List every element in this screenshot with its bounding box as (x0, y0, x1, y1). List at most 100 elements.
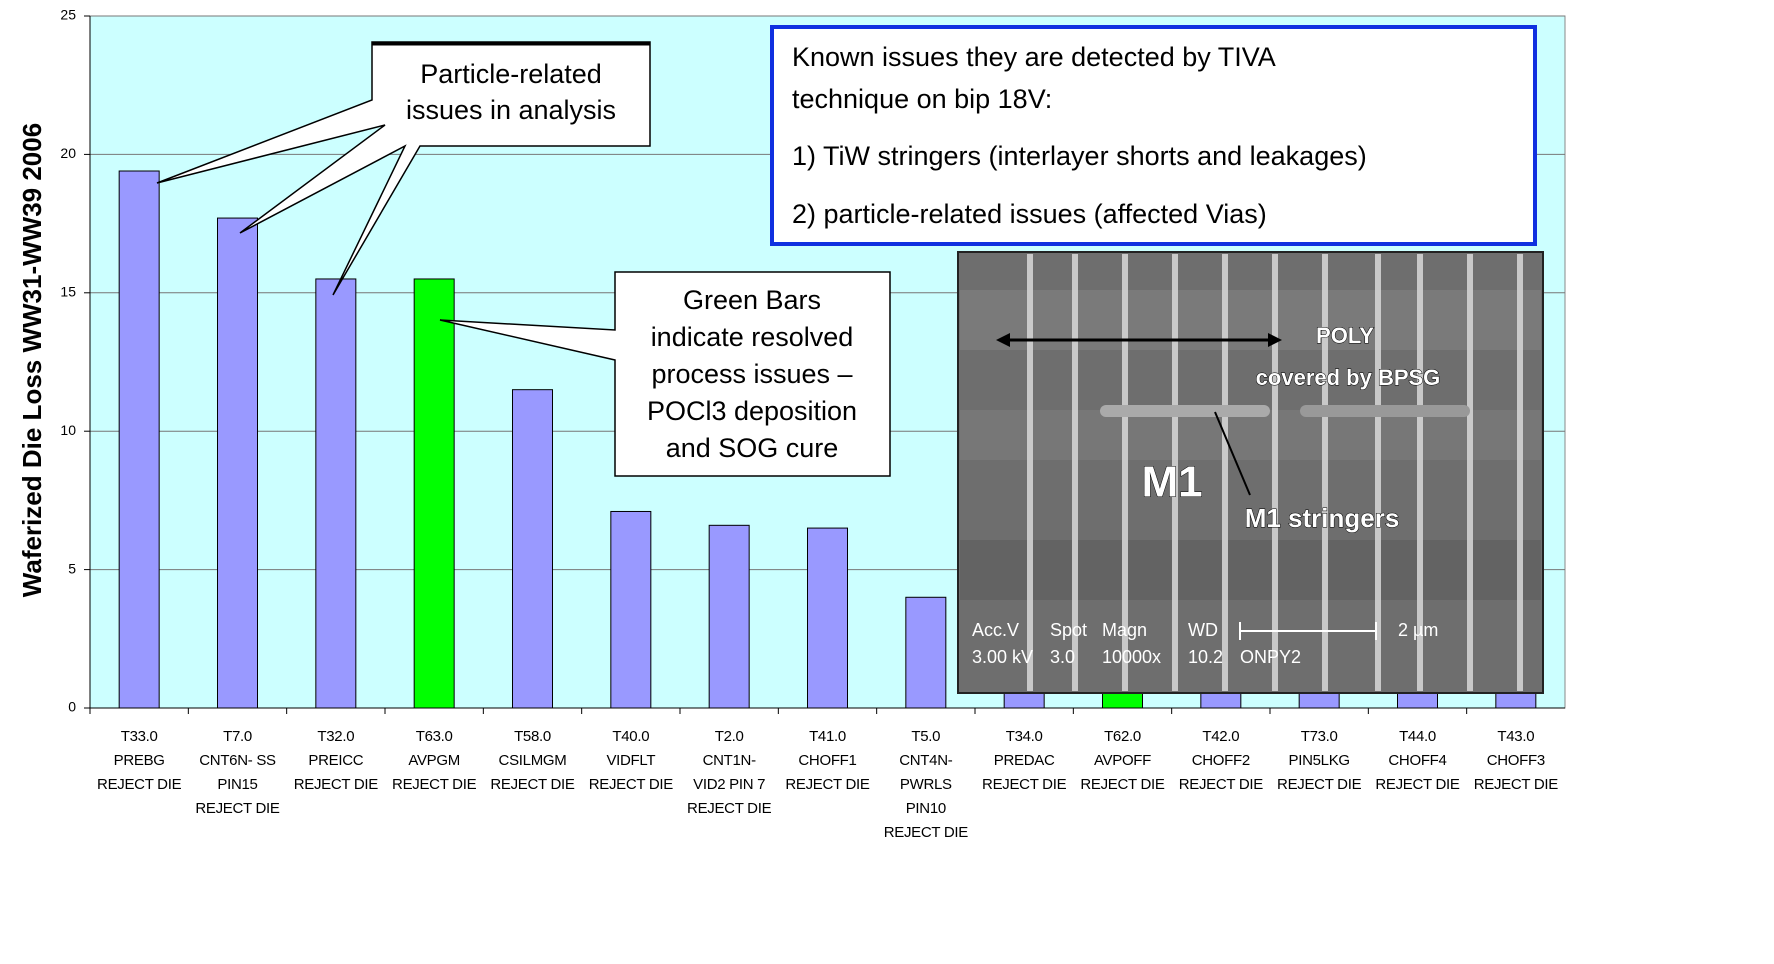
annotation: indicate resolved (651, 322, 854, 352)
annotation: issues in analysis (406, 95, 616, 125)
x-tick-label: PREICC (308, 752, 363, 769)
image-line (1322, 254, 1328, 691)
image-stringer (1100, 405, 1270, 417)
x-tick-label: PWRLS (900, 776, 952, 793)
image-label: M1 stringers (1245, 503, 1400, 533)
image-info: Acc.V (972, 620, 1019, 640)
x-tick-label: T40.0 (612, 728, 649, 745)
x-tick-label: REJECT DIE (785, 776, 870, 793)
image-line (1467, 254, 1473, 691)
x-tick-label: T5.0 (911, 728, 940, 745)
x-tick-label: REJECT DIE (1375, 776, 1460, 793)
image-line (1517, 254, 1523, 691)
annotation: Particle-related (420, 59, 602, 89)
x-tick-label: REJECT DIE (294, 776, 379, 793)
x-tick-label: T34.0 (1006, 728, 1043, 745)
image-info: WD (1188, 620, 1218, 640)
x-tick-label: T44.0 (1399, 728, 1436, 745)
annotation: 1) TiW stringers (interlayer shorts and … (792, 141, 1367, 171)
x-tick-label: CHOFF3 (1487, 752, 1545, 769)
image-band (960, 410, 1541, 460)
y-tick-label: 15 (60, 284, 76, 300)
x-tick-label: REJECT DIE (589, 776, 674, 793)
x-tick-label: CHOFF1 (798, 752, 856, 769)
sem-image: POLY covered by BPSG M1 M1 stringers Acc… (958, 252, 1543, 693)
annotation: process issues – (651, 359, 852, 389)
x-tick-label: PIN10 (906, 800, 946, 817)
image-band (960, 540, 1541, 600)
bar (119, 171, 159, 708)
x-tick-label: REJECT DIE (1080, 776, 1165, 793)
x-tick-label: T33.0 (121, 728, 158, 745)
bar (513, 390, 553, 708)
x-tick-label: VID2 PIN 7 (693, 776, 765, 793)
x-tick-label: T7.0 (223, 728, 252, 745)
image-info: 10000x (1102, 647, 1161, 667)
x-tick-label: PIN5LKG (1289, 752, 1350, 769)
y-tick-label: 10 (60, 422, 76, 438)
annotation: Green Bars (683, 285, 821, 315)
x-tick-label: REJECT DIE (687, 800, 772, 817)
x-tick-label: AVPGM (408, 752, 460, 769)
image-info: ONPY2 (1240, 647, 1301, 667)
image-line (1272, 254, 1278, 691)
image-info: 3.0 (1050, 647, 1075, 667)
x-tick-label: REJECT DIE (195, 800, 280, 817)
bar (611, 511, 651, 708)
x-tick-label: REJECT DIE (1277, 776, 1362, 793)
x-tick-label: REJECT DIE (490, 776, 575, 793)
x-tick-label: CSILMGM (499, 752, 567, 769)
y-tick-label: 0 (68, 699, 76, 715)
x-tick-label: CNT6N- SS (199, 752, 276, 769)
x-tick-label: CHOFF2 (1192, 752, 1250, 769)
x-tick-label: PREBG (114, 752, 165, 769)
chart: 0 5 10 15 20 25 Waferized Die Loss WW31-WW39 … (0, 0, 1774, 959)
bar (906, 597, 946, 708)
x-tick-label: VIDFLT (606, 752, 655, 769)
image-info: Spot (1050, 620, 1087, 640)
image-stringer (1300, 405, 1470, 417)
x-tick-label: AVPOFF (1094, 752, 1151, 769)
bar (808, 528, 848, 708)
x-tick-label: CNT4N- (899, 752, 953, 769)
x-tick-label: T2.0 (715, 728, 744, 745)
image-info: 10.2 (1188, 647, 1223, 667)
x-tick-label: REJECT DIE (884, 824, 969, 841)
y-tick-label: 25 (60, 7, 76, 23)
image-info: 2 µm (1398, 620, 1438, 640)
x-tick-label: T62.0 (1104, 728, 1141, 745)
y-axis-label: Waferized Die Loss WW31-WW39 2006 (17, 123, 47, 597)
annotation: 2) particle-related issues (affected Via… (792, 199, 1267, 229)
image-label: M1 (1141, 458, 1202, 507)
annotation: POCl3 deposition (647, 396, 857, 426)
x-tick-label: T32.0 (317, 728, 354, 745)
image-line (1027, 254, 1033, 691)
x-tick-label: CHOFF4 (1388, 752, 1446, 769)
x-tick-label: T58.0 (514, 728, 551, 745)
image-line (1222, 254, 1228, 691)
y-tick-label: 5 (68, 560, 76, 576)
image-label: POLY (1316, 323, 1374, 348)
x-tick-label: T43.0 (1497, 728, 1534, 745)
image-label: covered by BPSG (1256, 365, 1441, 390)
bar (709, 525, 749, 708)
y-tick-label: 20 (60, 145, 76, 161)
page: 0 5 10 15 20 25 Waferized Die Loss WW31-WW39 … (0, 0, 1774, 964)
bar (218, 218, 258, 708)
x-tick-label: PREDAC (994, 752, 1055, 769)
bar (414, 279, 454, 708)
bar (316, 279, 356, 708)
x-tick-label: REJECT DIE (982, 776, 1067, 793)
image-info: 3.00 kV (972, 647, 1033, 667)
x-tick-label: T73.0 (1301, 728, 1338, 745)
x-tick-label: T41.0 (809, 728, 846, 745)
annotation: and SOG cure (666, 433, 839, 463)
annotation: Known issues they are detected by TIVA (792, 42, 1276, 72)
x-tick-label: REJECT DIE (1474, 776, 1559, 793)
image-info: Magn (1102, 620, 1147, 640)
x-tick-label: REJECT DIE (97, 776, 182, 793)
x-tick-label: PIN15 (217, 776, 257, 793)
x-tick-label: REJECT DIE (392, 776, 477, 793)
x-tick-label: CNT1N- (703, 752, 757, 769)
x-tick-label: REJECT DIE (1179, 776, 1264, 793)
